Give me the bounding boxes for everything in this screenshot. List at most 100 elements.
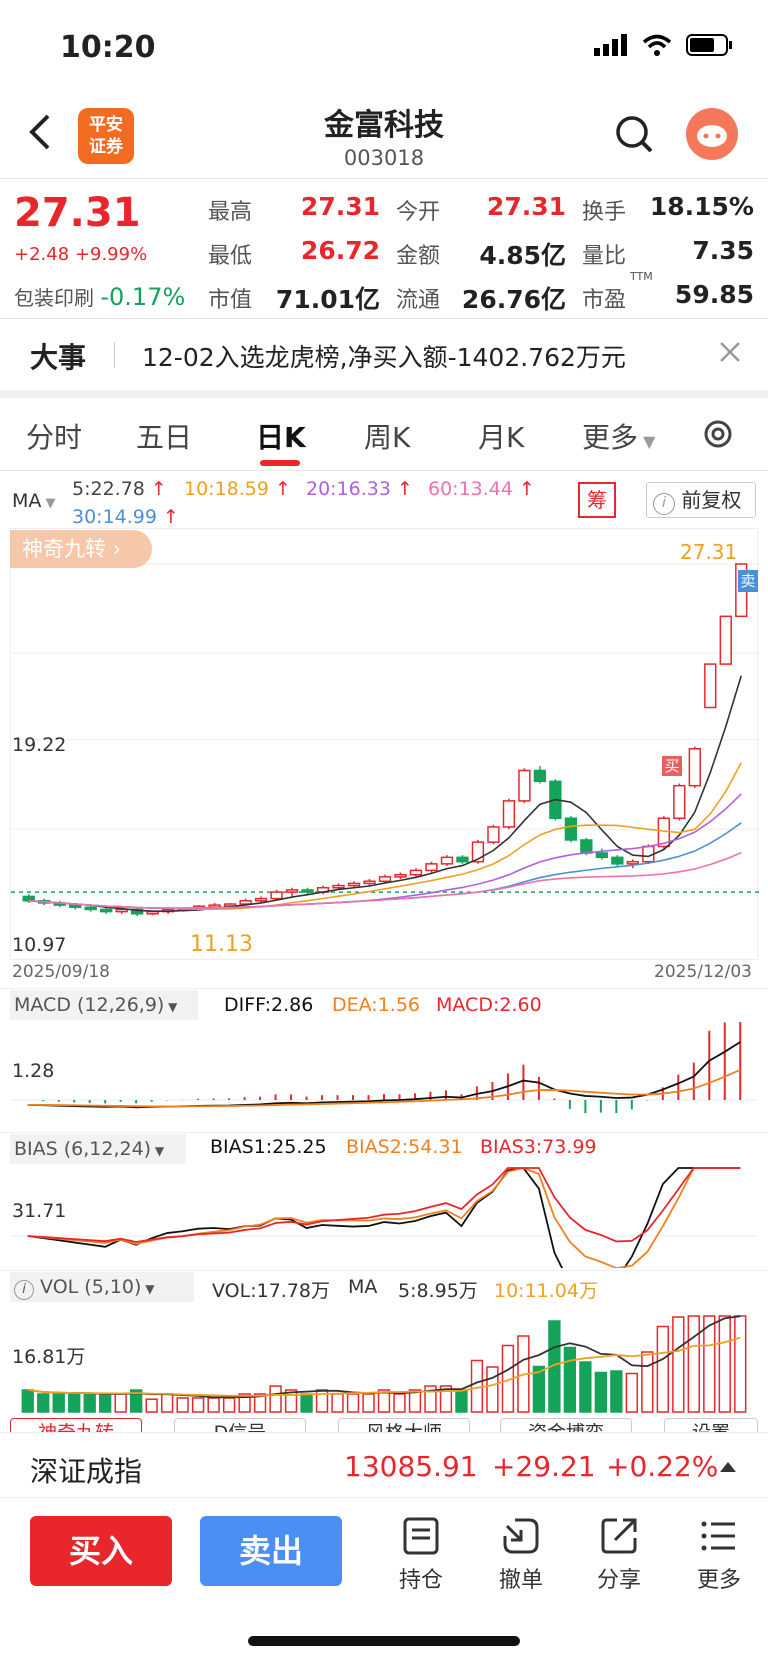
volume-bar [656, 1325, 669, 1413]
volume-ma-line [27, 1336, 741, 1397]
volume-bar [114, 1393, 127, 1413]
volume-bar [625, 1372, 639, 1413]
volume-bar [269, 1385, 282, 1413]
buy-button[interactable]: 买入 [30, 1516, 172, 1586]
position-icon [403, 1517, 439, 1555]
volume-bar [703, 1315, 716, 1413]
candle [347, 882, 361, 887]
cancel-order-button[interactable]: 撤单 [486, 1516, 556, 1594]
volume-bar [408, 1389, 422, 1413]
volume-bar [579, 1361, 592, 1413]
candle [704, 663, 717, 709]
tab-monthly-k[interactable]: 月K [478, 421, 525, 454]
ma30-value: 30:14.99 ↑ [72, 506, 179, 528]
volume-bar [532, 1365, 546, 1413]
candle [84, 906, 97, 911]
start-date: 2025/09/18 [12, 962, 110, 982]
back-icon[interactable] [26, 112, 54, 152]
kline-chart[interactable] [10, 528, 759, 960]
sell-marker: 卖 [738, 570, 758, 592]
candle [626, 860, 640, 865]
settings-gear-icon[interactable] [700, 416, 736, 452]
buy-marker: 买 [662, 756, 682, 776]
candle [363, 880, 376, 885]
menu-icon [701, 1521, 735, 1551]
volume-bar [99, 1393, 112, 1413]
assistant-avatar[interactable] [686, 108, 738, 160]
axis-mid-label: 19.22 [12, 734, 67, 756]
home-indicator [248, 1636, 520, 1646]
volume-chart [21, 1315, 747, 1413]
volume-bar [718, 1315, 731, 1413]
candle [533, 769, 547, 783]
low-label: 最低 [208, 244, 253, 269]
volume-bar [455, 1389, 468, 1413]
macd-chart [10, 1022, 758, 1114]
macd-selector[interactable]: MACD (12,26,9) ▼ [10, 990, 198, 1020]
candle [22, 895, 35, 902]
bias-axis: 31.71 [12, 1200, 67, 1222]
volume-bar [253, 1393, 267, 1413]
tab-five-day[interactable]: 五日 [136, 421, 193, 454]
candle [115, 908, 128, 913]
candle [518, 769, 531, 802]
chip-button[interactable]: 筹 [578, 482, 616, 518]
sell-button[interactable]: 卖出 [200, 1516, 342, 1586]
news-text[interactable]: 12-02入选龙虎榜,净买入额-1402.762万元 [142, 343, 626, 372]
volume-bar [424, 1385, 437, 1413]
macd-dea: DEA:1.56 [332, 994, 421, 1016]
volume-bar [222, 1397, 236, 1413]
high-label: 最高 [208, 200, 253, 225]
high-value: 27.31 [300, 192, 380, 221]
candle [487, 826, 500, 843]
magic-nine-badge[interactable]: 神奇九转 › [10, 530, 152, 568]
candle [456, 856, 469, 863]
ma60-value: 60:13.44 ↑ [428, 478, 535, 500]
adjust-button[interactable]: i 前复权 [646, 482, 756, 518]
price-change: +2.48 +9.99% [14, 244, 148, 265]
bias3-value: BIAS3:73.99 [480, 1136, 597, 1158]
tab-weekly-k[interactable]: 周K [364, 421, 411, 454]
more-button[interactable]: 更多 [684, 1516, 754, 1594]
vol-value: VOL:17.78万 [212, 1280, 330, 1302]
macd-macd: MACD:2.60 [436, 994, 542, 1016]
mkt-cap-value: 71.01亿 [275, 285, 380, 314]
position-button[interactable]: 持仓 [386, 1516, 456, 1594]
close-icon[interactable] [718, 340, 742, 364]
tab-daily-k[interactable]: 日K [256, 421, 306, 454]
vol-selector[interactable]: i VOL (5,10) ▼ [10, 1272, 194, 1302]
volume-bar [68, 1393, 81, 1413]
vol-axis: 16.81万 [12, 1346, 86, 1368]
ma-label[interactable]: MA ▼ [12, 490, 56, 512]
macd-diff: DIFF:2.86 [224, 994, 314, 1016]
bias-line [27, 1167, 741, 1243]
macd-axis: 1.28 [12, 1060, 55, 1082]
volume-bar [300, 1393, 313, 1413]
ma-line [28, 852, 742, 909]
bias-selector[interactable]: BIAS (6,12,24) ▼ [10, 1134, 186, 1164]
last-price-label: 27.31 [680, 540, 738, 564]
last-price: 27.31 [14, 190, 141, 236]
signal-icon [594, 34, 627, 56]
candle [285, 889, 299, 893]
search-icon[interactable] [614, 114, 654, 154]
candle [425, 863, 438, 872]
pe-suffix: TTM [630, 270, 653, 283]
candle [100, 908, 113, 913]
candle [332, 884, 345, 889]
volume-bar [191, 1397, 205, 1413]
pe-label: 市盈 [582, 288, 627, 313]
share-button[interactable]: 分享 [584, 1516, 654, 1594]
candle [595, 852, 609, 859]
volume-bar [486, 1366, 499, 1413]
expand-up-icon[interactable] [718, 1458, 738, 1474]
volume-bar [362, 1393, 375, 1413]
bias1-value: BIAS1:25.25 [210, 1136, 327, 1158]
sector-change[interactable]: 包装印刷 -0.17% [14, 283, 186, 311]
volume-bar [734, 1315, 747, 1413]
tab-more[interactable]: 更多 ▼ [582, 421, 656, 454]
tab-intraday[interactable]: 分时 [26, 421, 83, 454]
candle [378, 876, 392, 882]
volume-bar [687, 1315, 700, 1413]
index-name[interactable]: 深证成指 [30, 1455, 143, 1488]
